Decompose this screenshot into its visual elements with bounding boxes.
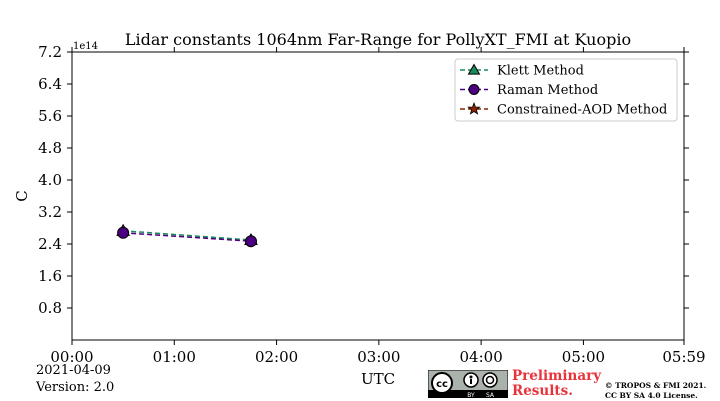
preliminary-line-2: Results. — [512, 383, 573, 399]
y-tick-label: 7.2 — [38, 43, 62, 61]
plot-frame — [71, 51, 685, 341]
legend-label: Raman Method — [497, 83, 598, 98]
series-line — [123, 230, 252, 241]
y-tick-label: 4.0 — [38, 171, 62, 189]
legend-marker — [467, 63, 481, 75]
x-tick-label: 02:00 — [255, 348, 298, 366]
legend-label: Klett Method — [497, 64, 584, 79]
legend-label: Constrained-AOD Method — [497, 103, 667, 118]
legend-marker — [467, 101, 481, 115]
x-tick-label: 05:00 — [562, 348, 605, 366]
x-tick-label: 05:59 — [662, 348, 705, 366]
x-axis-label: UTC — [361, 370, 395, 388]
preliminary-line-1: Preliminary — [512, 368, 602, 384]
y-axis-label: C — [13, 190, 31, 201]
data-point — [244, 235, 257, 248]
copyright-line-1: © TROPOS & FMI 2021. — [605, 381, 707, 390]
legend: Klett Method Raman Method Constrained-AOD … — [454, 58, 678, 122]
cc-by-label: BY — [467, 392, 475, 398]
copyright-line-2: CC BY SA 4.0 License. — [605, 391, 698, 400]
series-layer — [116, 223, 258, 248]
y-tick-label: 5.6 — [38, 107, 62, 125]
chart-title: Lidar constants 1064nm Far-Range for Pol… — [125, 30, 631, 49]
y-tick-label: 4.8 — [38, 139, 62, 157]
legend-box — [454, 58, 678, 122]
series-line — [123, 232, 252, 242]
x-tick-label: 04:00 — [460, 348, 503, 366]
y-tick-label: 6.4 — [38, 75, 62, 93]
cc-by-sa-license-icon: cc BY SA — [428, 370, 508, 398]
svg-text:cc: cc — [436, 379, 448, 390]
x-tick-label: 01:00 — [153, 348, 196, 366]
y-tick-label: 2.4 — [38, 235, 62, 253]
y-tick-label: 1.6 — [38, 267, 62, 285]
cc-sa-label: SA — [486, 392, 495, 398]
y-axis: 0.8 1.6 2.4 3.2 4.0 4.8 5.6 6.4 7.2 — [38, 43, 689, 317]
preliminary-notice: Preliminary Results. — [512, 369, 601, 399]
y-scale-label: 1e14 — [73, 41, 98, 52]
footer-date: 2021-04-09 — [36, 363, 111, 378]
data-point — [117, 226, 130, 239]
y-tick-label: 0.8 — [38, 299, 62, 317]
x-axis: 00:00 01:00 02:00 03:00 04:00 05:00 05:59 — [50, 47, 706, 366]
copyright-notice: © TROPOS & FMI 2021. CC BY SA 4.0 Licens… — [605, 381, 706, 401]
legend-marker — [468, 84, 480, 95]
footer-version: Version: 2.0 — [36, 380, 115, 395]
x-tick-label: 00:00 — [50, 348, 93, 366]
y-tick-label: 3.2 — [38, 203, 62, 221]
x-tick-label: 03:00 — [357, 348, 400, 366]
